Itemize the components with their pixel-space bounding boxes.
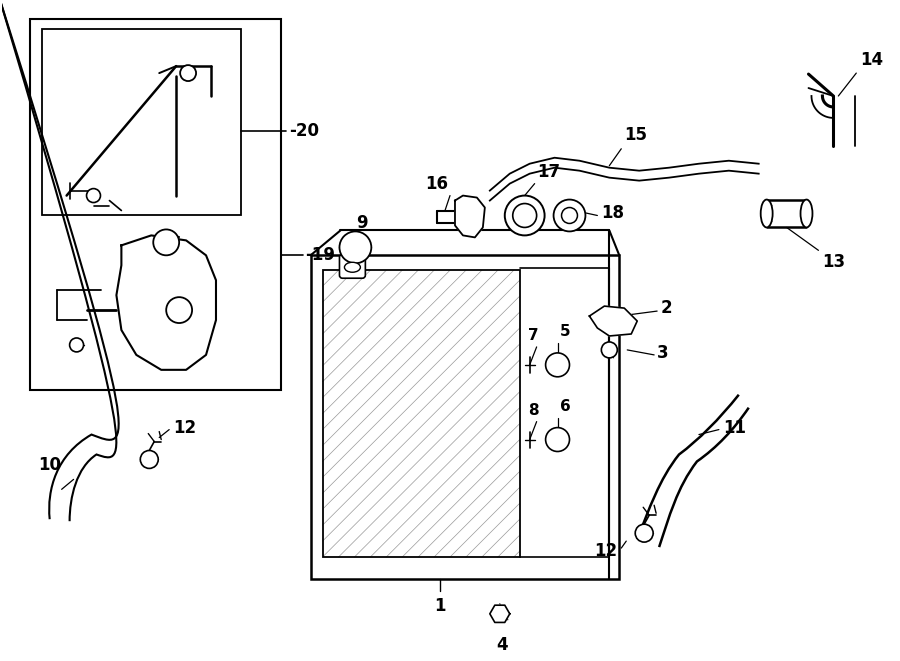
Circle shape xyxy=(166,297,192,323)
Text: -20: -20 xyxy=(289,122,319,140)
Text: 8: 8 xyxy=(528,403,539,418)
Polygon shape xyxy=(455,196,485,237)
Text: 17: 17 xyxy=(537,163,561,180)
Ellipse shape xyxy=(760,200,772,227)
Text: 2: 2 xyxy=(662,299,672,317)
Text: 12: 12 xyxy=(594,542,617,560)
Text: 9: 9 xyxy=(356,214,368,233)
Circle shape xyxy=(513,204,536,227)
Polygon shape xyxy=(116,235,216,370)
Circle shape xyxy=(180,65,196,81)
Ellipse shape xyxy=(345,262,360,272)
Text: 4: 4 xyxy=(496,636,508,654)
Bar xyxy=(30,19,281,390)
Text: -19: -19 xyxy=(306,247,336,264)
Circle shape xyxy=(554,200,585,231)
Circle shape xyxy=(86,188,101,202)
Circle shape xyxy=(545,353,570,377)
Text: 15: 15 xyxy=(625,126,647,144)
Text: 5: 5 xyxy=(560,324,571,339)
Text: 11: 11 xyxy=(723,418,746,436)
Circle shape xyxy=(153,229,179,255)
Bar xyxy=(310,255,619,579)
Bar xyxy=(322,270,519,557)
Text: 1: 1 xyxy=(435,597,446,615)
Circle shape xyxy=(635,524,653,542)
Bar xyxy=(41,29,241,215)
FancyBboxPatch shape xyxy=(339,254,365,278)
Text: 10: 10 xyxy=(38,456,61,475)
Circle shape xyxy=(69,338,84,352)
Circle shape xyxy=(140,451,158,469)
Text: 7: 7 xyxy=(528,328,539,343)
Circle shape xyxy=(505,196,544,235)
Circle shape xyxy=(601,342,617,358)
Text: 16: 16 xyxy=(425,175,448,192)
Ellipse shape xyxy=(800,200,813,227)
Text: 6: 6 xyxy=(560,399,571,414)
Polygon shape xyxy=(590,306,637,336)
Circle shape xyxy=(339,231,372,263)
Text: 13: 13 xyxy=(823,253,846,271)
Text: 18: 18 xyxy=(601,204,625,223)
Text: 12: 12 xyxy=(173,418,196,436)
Text: 3: 3 xyxy=(657,344,669,362)
Circle shape xyxy=(562,208,578,223)
Text: 14: 14 xyxy=(860,51,884,69)
Circle shape xyxy=(545,428,570,451)
Polygon shape xyxy=(490,605,509,623)
